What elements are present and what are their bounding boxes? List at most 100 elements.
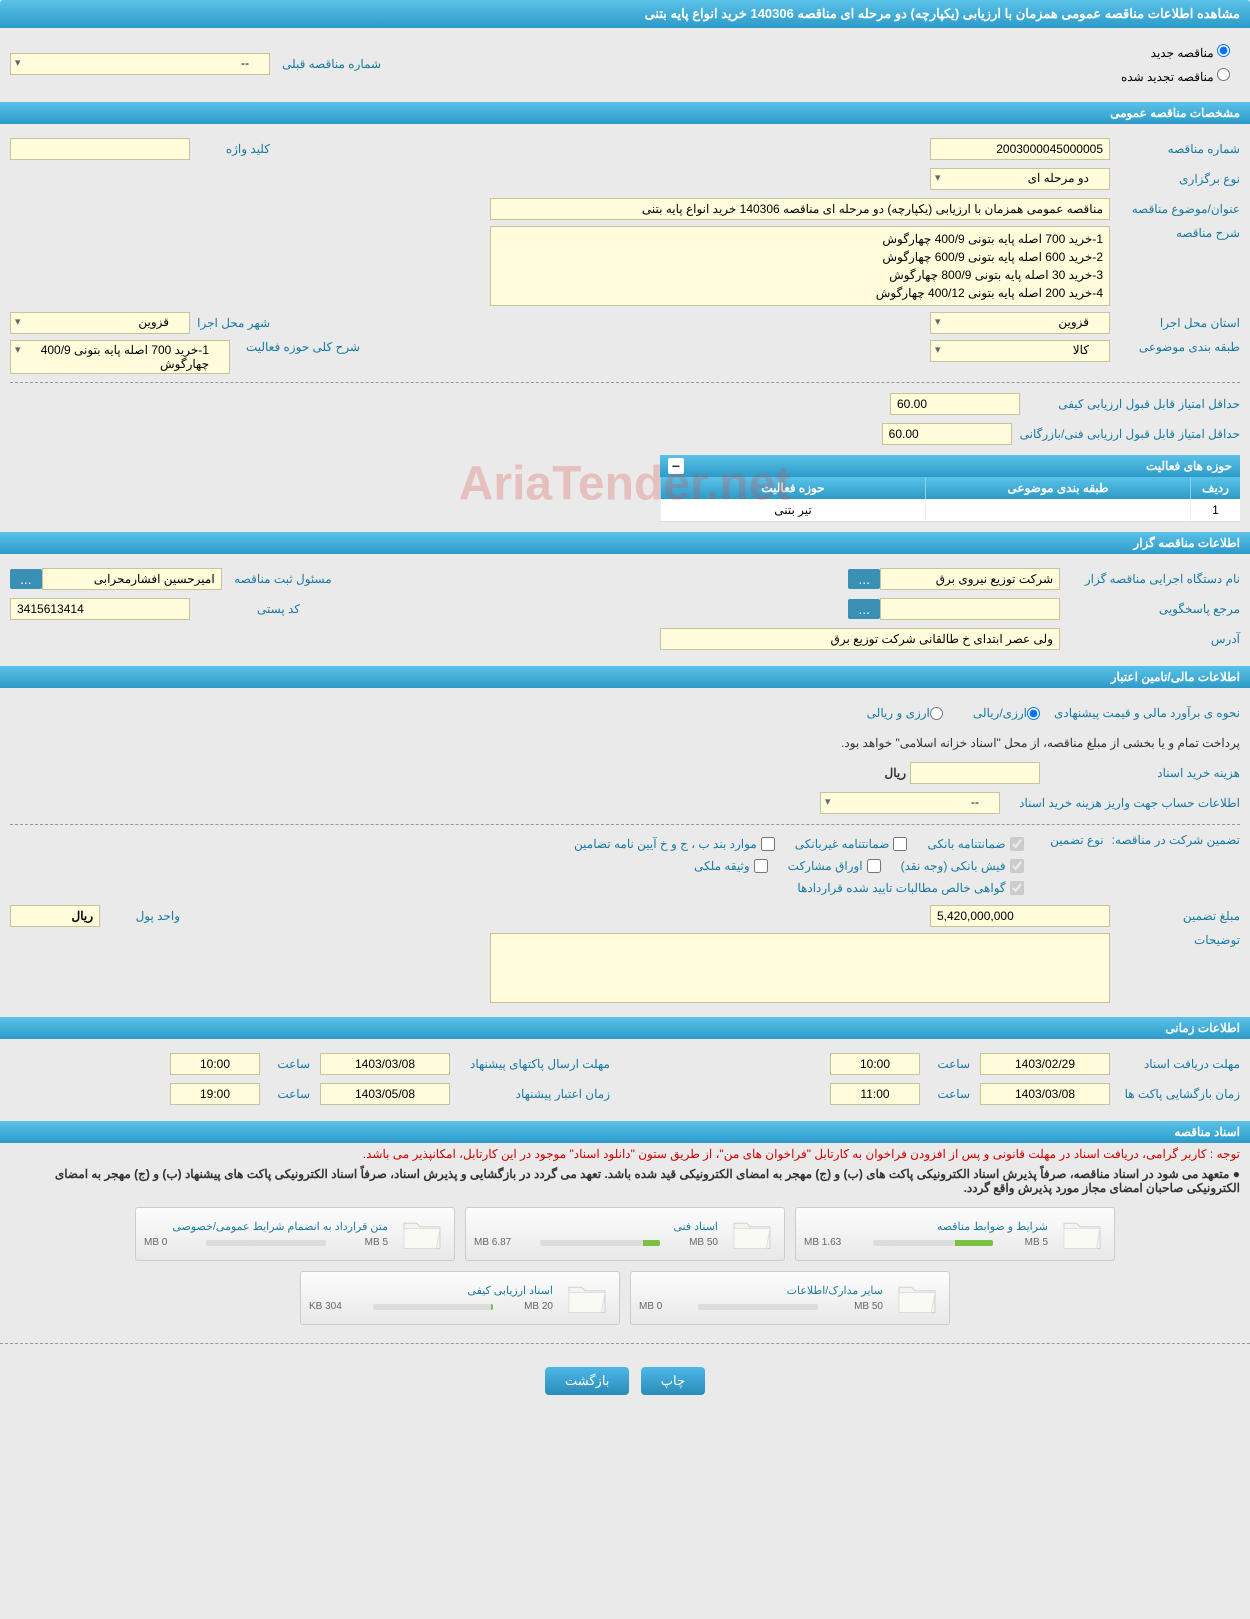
desc-field: 1-خرید 700 اصله پایه بتونی 400/9 چهارگوش… [490,226,1110,306]
currency-label: ریال [884,766,906,780]
activities-header: حوزه های فعالیت − [660,455,1240,477]
docs-note-black-text: متعهد می شود در اسناد مناقصه، صرفاً پذیر… [55,1167,1240,1195]
folder-icon [728,1214,776,1254]
chk-property-label: وثیقه ملکی [694,859,750,873]
account-select[interactable]: -- [820,792,1000,814]
divider [0,1343,1250,1344]
org-label: نام دستگاه اجرایی مناقصه گزار [1060,572,1240,586]
radio-rial-label: ارزی/ریالی [973,706,1027,720]
responder-field[interactable] [880,598,1060,620]
prev-tender-select[interactable]: -- [10,53,270,75]
guarantee-label: تضمین شرکت در مناقصه: [1104,833,1240,847]
send-deadline-field: 1403/03/08 [320,1053,450,1075]
reg-lookup-button[interactable]: ... [10,569,42,589]
col-cat: طبقه بندی موضوعی [925,477,1190,499]
page-title: مشاهده اطلاعات مناقصه عمومی همزمان با ار… [0,0,1250,28]
divider [10,824,1240,825]
folder-icon [1058,1214,1106,1254]
chk-cash[interactable] [1010,859,1024,873]
section-docs-header: اسناد مناقصه [0,1121,1250,1143]
receive-time-field: 10:00 [830,1053,920,1075]
prev-tender-label: شماره مناقصه قبلی [276,57,381,71]
estimate-label: نحوه ی برآورد مالی و قیمت پیشنهادی [1040,706,1240,720]
min-quality-label: حداقل امتیاز قابل قبول ارزیابی کیفی [1020,397,1240,411]
doc-grid: شرایط و ضوابط مناقصه5 MB1.63 MBاسناد فنی… [0,1197,1250,1335]
chk-securities[interactable] [867,859,881,873]
chk-nonbank-label: ضمانتنامه غیربانکی [795,837,890,851]
category-label: طبقه بندی موضوعی [1110,340,1240,354]
back-button[interactable]: بازگشت [545,1367,629,1395]
chk-bond-label: موارد بند ب ، ج و خ آیین نامه تضامین [574,837,757,851]
doc-card[interactable]: سایر مدارک/اطلاعات 50 MB 0 MB [630,1271,950,1325]
min-tech-label: حداقل امتیاز قابل قبول ارزیابی فنی/بازرگ… [1012,427,1240,441]
unit-label: واحد پول [100,909,180,923]
collapse-icon[interactable]: − [668,458,684,474]
holder-section: نام دستگاه اجرایی مناقصه گزار شرکت توزیع… [0,554,1250,664]
chk-receivables-label: گواهی خالص مطالبات تایید شده قراردادها [797,881,1005,895]
account-label: اطلاعات حساب جهت واریز هزینه خرید اسناد [1000,796,1240,810]
doc-cost-field[interactable] [910,762,1040,784]
button-row: چاپ بازگشت [0,1352,1250,1410]
doc-total: 5 MB [1025,1237,1048,1248]
doc-used: 6.87 MB [474,1237,511,1248]
amount-field: 5,420,000,000 [930,905,1110,927]
docs-note-red: توجه : کاربر گرامی، دریافت اسناد در مهلت… [0,1143,1250,1165]
activity-desc-select[interactable]: 1-خرید 700 اصله پایه بتونی 400/9 چهارگوش [10,340,230,374]
activities-table-head: ردیف طبقه بندی موضوعی حوزه فعالیت [660,477,1240,499]
folder-icon [563,1278,611,1318]
time-label-2: ساعت [920,1087,970,1101]
chk-bond[interactable] [761,837,775,851]
chk-nonbank[interactable] [893,837,907,851]
min-quality-field: 60.00 [890,393,1020,415]
payment-note: پرداخت تمام و یا بخشی از مبلغ مناقصه، از… [10,730,1240,756]
org-lookup-button[interactable]: ... [848,569,880,589]
category-select[interactable]: کالا [930,340,1110,362]
amount-label: مبلغ تضمین [1110,909,1240,923]
validity-time-field: 19:00 [170,1083,260,1105]
type-select[interactable]: دو مرحله ای [930,168,1110,190]
doc-card[interactable]: اسناد ارزیابی کیفی20 MB304 KB [300,1271,620,1325]
reg-person-label: مسئول ثبت مناقصه [222,572,332,586]
doc-card[interactable]: متن قرارداد به انضمام شرایط عمومی/خصوصی5… [135,1207,455,1261]
address-label: آدرس [1060,632,1240,646]
col-idx: ردیف [1190,477,1240,499]
doc-used: 0 MB [639,1301,662,1312]
chk-bank[interactable] [1010,837,1024,851]
doc-cost-label: هزینه خرید اسناد [1040,766,1240,780]
doc-used: 1.63 MB [804,1237,841,1248]
min-tech-field: 60.00 [882,423,1012,445]
print-button[interactable]: چاپ [641,1367,705,1395]
unit-field: ریال [10,905,100,927]
radio-renewed[interactable] [1217,68,1230,81]
doc-progress [873,1240,993,1246]
send-time-field: 10:00 [170,1053,260,1075]
doc-title: سایر مدارک/اطلاعات [639,1284,883,1297]
folder-icon [398,1214,446,1254]
open-date-field: 1403/03/08 [980,1083,1110,1105]
responder-lookup-button[interactable]: ... [848,599,880,619]
chk-receivables[interactable] [1010,881,1024,895]
doc-card[interactable]: شرایط و ضوابط مناقصه5 MB1.63 MB [795,1207,1115,1261]
radio-new[interactable] [1217,44,1230,57]
activities-header-text: حوزه های فعالیت [1146,459,1232,473]
doc-total: 50 MB [689,1237,718,1248]
radio-new-label: مناقصه جدید [1151,46,1214,60]
radio-rial[interactable] [1027,707,1040,720]
receive-deadline-field: 1403/02/29 [980,1053,1110,1075]
subject-label: عنوان/موضوع مناقصه [1110,202,1240,216]
doc-total: 20 MB [524,1301,553,1312]
keyword-field[interactable] [10,138,190,160]
radio-fx[interactable] [930,707,943,720]
docs-note-black: ● متعهد می شود در اسناد مناقصه، صرفاً پذ… [0,1165,1250,1197]
folder-icon [893,1278,941,1318]
chk-securities-label: اوراق مشارکت [788,859,863,873]
chk-property[interactable] [754,859,768,873]
unit-text: ریال [71,909,93,923]
notes-field[interactable] [490,933,1110,1003]
bullet-icon: ● [1233,1167,1240,1181]
doc-total: 50 MB [854,1301,883,1312]
province-select[interactable]: قزوین [930,312,1110,334]
city-select[interactable]: قزوین [10,312,190,334]
keyword-label: کلید واژه [190,142,270,156]
doc-card[interactable]: اسناد فنی50 MB6.87 MB [465,1207,785,1261]
